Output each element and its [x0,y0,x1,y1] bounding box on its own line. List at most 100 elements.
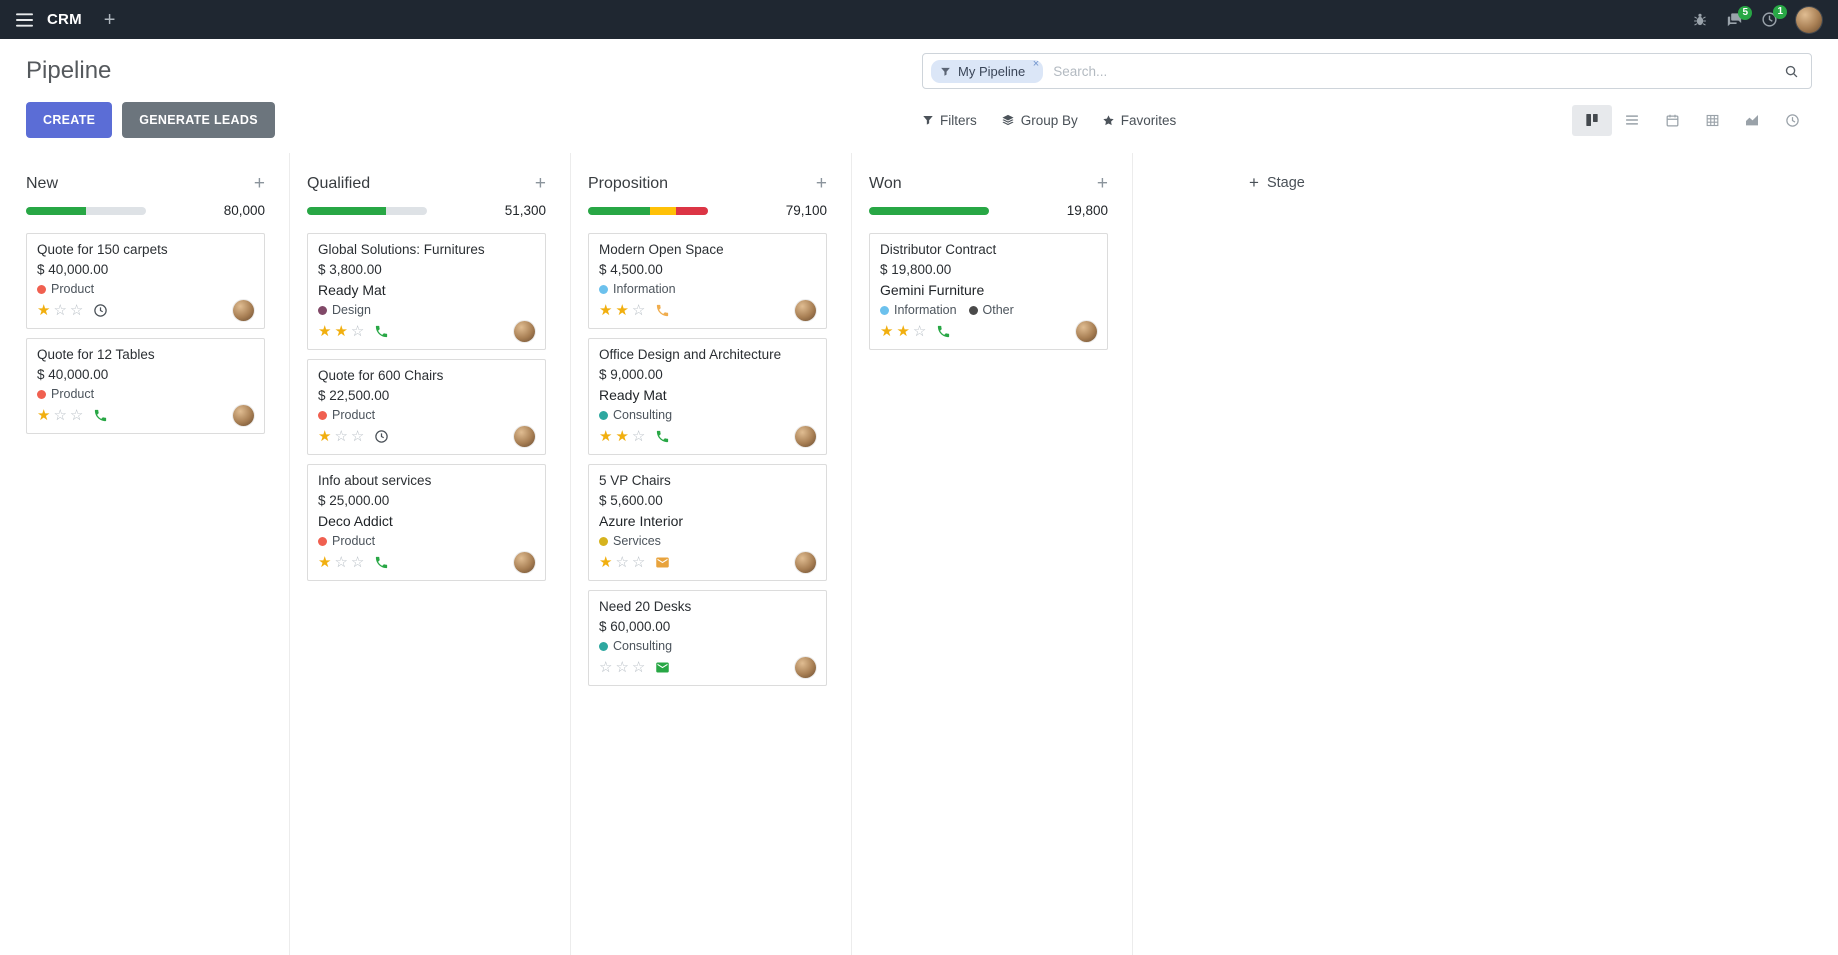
add-record-plus-icon[interactable]: + [534,173,546,194]
add-stage-button[interactable]: + Stage [1249,174,1305,191]
kanban-card[interactable]: Global Solutions: Furnitures $ 3,800.00 … [307,233,546,350]
star-filled-icon[interactable]: ★ [37,407,51,424]
progress-segment[interactable] [588,206,651,215]
column-title[interactable]: Won [869,174,902,192]
remove-facet-icon[interactable]: × [1032,57,1040,70]
phone-icon[interactable] [936,324,951,339]
view-activity-button[interactable] [1772,105,1812,136]
search-bar[interactable]: My Pipeline × [922,53,1812,89]
avatar[interactable] [514,321,535,342]
progress-segment[interactable] [675,206,708,215]
star-filled-icon[interactable]: ★ [599,302,613,319]
phone-icon[interactable] [93,408,108,423]
star-filled-icon[interactable]: ★ [37,302,51,319]
column-progress-bar[interactable] [869,206,989,215]
avatar[interactable] [795,426,816,447]
star-empty-icon[interactable]: ☆ [615,659,629,676]
column-progress-bar[interactable] [307,206,427,215]
priority-stars[interactable]: ★ ☆ ☆ [37,408,83,423]
view-kanban-button[interactable] [1572,104,1612,136]
star-filled-icon[interactable]: ★ [318,323,332,340]
avatar[interactable] [514,552,535,573]
star-empty-icon[interactable]: ☆ [53,302,67,319]
plus-icon[interactable]: + [103,8,116,31]
view-calendar-button[interactable] [1652,105,1692,136]
star-filled-icon[interactable]: ★ [599,428,613,445]
column-progress-bar[interactable] [26,206,146,215]
app-brand[interactable]: CRM [47,11,82,28]
search-input[interactable] [1053,63,1784,79]
progress-segment[interactable] [869,206,989,215]
star-filled-icon[interactable]: ★ [318,428,332,445]
favorites-button[interactable]: Favorites [1102,113,1176,128]
column-progress-bar[interactable] [588,206,708,215]
avatar[interactable] [233,405,254,426]
clock-icon[interactable] [374,429,389,444]
debug-bug-icon[interactable] [1692,12,1708,28]
kanban-card[interactable]: Quote for 150 carpets $ 40,000.00 Produc… [26,233,265,329]
star-empty-icon[interactable]: ☆ [631,428,646,445]
kanban-card[interactable]: 5 VP Chairs $ 5,600.00 Azure Interior Se… [588,464,827,581]
star-empty-icon[interactable]: ☆ [615,554,629,571]
star-empty-icon[interactable]: ☆ [631,302,646,319]
avatar[interactable] [795,657,816,678]
priority-stars[interactable]: ★ ★ ☆ [599,303,645,318]
priority-stars[interactable]: ★ ☆ ☆ [318,429,364,444]
star-filled-icon[interactable]: ★ [599,554,613,571]
hamburger-menu-icon[interactable] [16,12,33,27]
kanban-card[interactable]: Quote for 600 Chairs $ 22,500.00 Product… [307,359,546,455]
star-filled-icon[interactable]: ★ [615,428,629,445]
star-empty-icon[interactable]: ☆ [69,407,84,424]
search-icon[interactable] [1784,64,1799,79]
avatar[interactable] [514,426,535,447]
create-button[interactable]: CREATE [26,102,113,138]
star-filled-icon[interactable]: ★ [615,302,629,319]
priority-stars[interactable]: ★ ★ ☆ [599,429,645,444]
clock-icon[interactable] [93,303,108,318]
star-filled-icon[interactable]: ★ [880,323,894,340]
star-empty-icon[interactable]: ☆ [334,554,348,571]
priority-stars[interactable]: ★ ★ ☆ [318,324,364,339]
phone-icon[interactable] [655,429,670,444]
star-empty-icon[interactable]: ☆ [53,407,67,424]
phone-icon[interactable] [374,555,389,570]
star-empty-icon[interactable]: ☆ [334,428,348,445]
envelope-icon[interactable] [655,660,670,675]
priority-stars[interactable]: ★ ☆ ☆ [37,303,83,318]
view-pivot-button[interactable] [1692,105,1732,136]
avatar[interactable] [795,552,816,573]
activities-clock-icon[interactable]: 1 [1761,5,1787,28]
phone-icon[interactable] [655,303,670,318]
avatar[interactable] [233,300,254,321]
column-title[interactable]: New [26,174,59,192]
envelope-icon[interactable] [655,555,670,570]
star-filled-icon[interactable]: ★ [334,323,348,340]
priority-stars[interactable]: ★ ☆ ☆ [599,555,645,570]
progress-segment[interactable] [650,206,676,215]
add-record-plus-icon[interactable]: + [815,173,827,194]
kanban-card[interactable]: Office Design and Architecture $ 9,000.0… [588,338,827,455]
phone-icon[interactable] [374,324,389,339]
star-filled-icon[interactable]: ★ [318,554,332,571]
star-empty-icon[interactable]: ☆ [350,323,365,340]
star-empty-icon[interactable]: ☆ [631,554,646,571]
kanban-card[interactable]: Info about services $ 25,000.00 Deco Add… [307,464,546,581]
star-empty-icon[interactable]: ☆ [350,428,365,445]
kanban-card[interactable]: Quote for 12 Tables $ 40,000.00 Product … [26,338,265,434]
messages-icon[interactable]: 5 [1726,5,1752,28]
kanban-card[interactable]: Need 20 Desks $ 60,000.00 Consulting ☆ ☆ ☆ [588,590,827,686]
progress-segment[interactable] [26,206,86,215]
priority-stars[interactable]: ★ ☆ ☆ [318,555,364,570]
generate-leads-button[interactable]: GENERATE LEADS [122,102,275,138]
star-empty-icon[interactable]: ☆ [599,659,613,676]
star-empty-icon[interactable]: ☆ [912,323,927,340]
star-empty-icon[interactable]: ☆ [350,554,365,571]
avatar[interactable] [795,300,816,321]
avatar[interactable] [1076,321,1097,342]
kanban-card[interactable]: Modern Open Space $ 4,500.00 Information… [588,233,827,329]
user-avatar[interactable] [1796,6,1822,33]
view-list-button[interactable] [1612,105,1652,136]
progress-segment[interactable] [307,206,387,215]
view-graph-button[interactable] [1732,105,1772,136]
star-empty-icon[interactable]: ☆ [631,659,646,676]
